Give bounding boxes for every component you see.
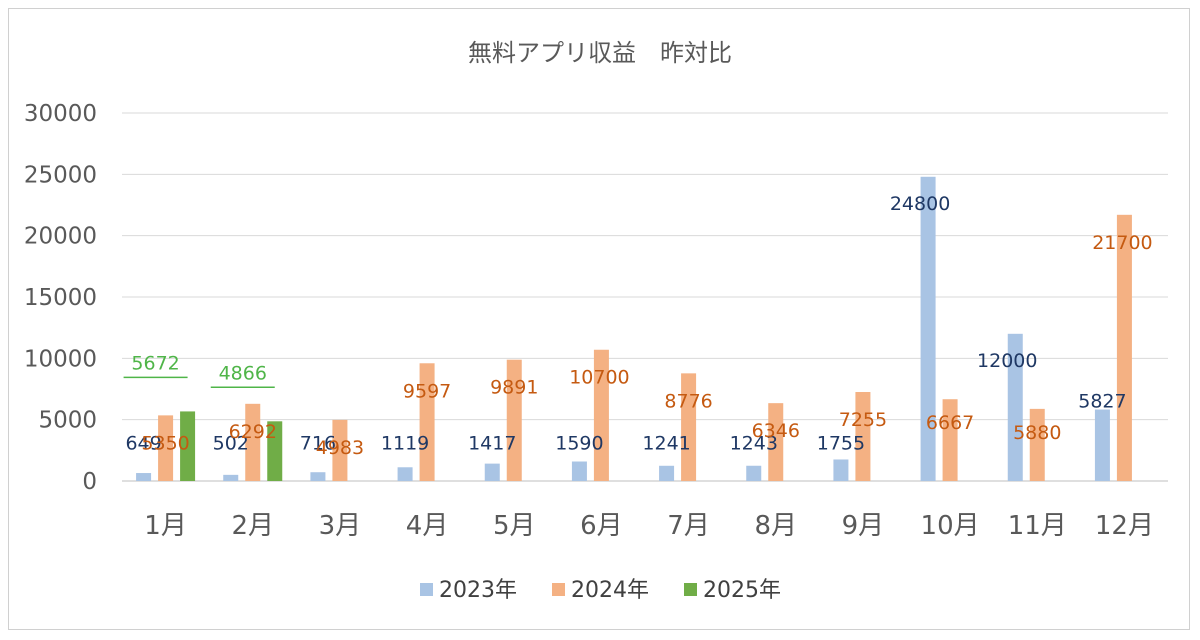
data-label-2025年: 4866 xyxy=(219,362,267,384)
bar-2023年 xyxy=(659,465,675,481)
bar-2024年 xyxy=(768,403,784,481)
x-tick-label: 4月 xyxy=(406,511,449,541)
bar-2024年 xyxy=(1029,408,1045,481)
legend-label: 2024年 xyxy=(571,578,649,603)
x-tick-label: 2月 xyxy=(231,511,274,541)
chart-title: 無料アプリ収益 昨対比 xyxy=(468,39,732,67)
data-label-2024年: 6667 xyxy=(926,412,974,434)
bar-2024年 xyxy=(1116,214,1132,481)
bar-2024年 xyxy=(245,403,261,481)
legend-label: 2023年 xyxy=(439,578,517,603)
bar-2023年 xyxy=(571,461,587,481)
bar-2024年 xyxy=(855,392,871,481)
data-label-2023年: 1590 xyxy=(555,433,603,455)
bar-2025年 xyxy=(267,421,283,481)
x-tick-label: 12月 xyxy=(1095,511,1154,541)
x-tick-label: 8月 xyxy=(754,511,797,541)
bar-2023年 xyxy=(136,473,152,481)
y-tick-label: 15000 xyxy=(24,285,97,311)
x-tick-label: 10月 xyxy=(921,511,980,541)
y-tick-label: 20000 xyxy=(24,224,97,250)
x-tick-label: 11月 xyxy=(1008,511,1067,541)
data-label-2024年: 9597 xyxy=(403,380,451,402)
bar-2024年 xyxy=(681,373,697,481)
data-label-2023年: 1755 xyxy=(817,433,865,455)
y-tick-label: 10000 xyxy=(24,346,97,372)
data-label-2024年: 5880 xyxy=(1013,422,1061,444)
legend-swatch-2024年 xyxy=(552,583,565,596)
x-tick-label: 6月 xyxy=(580,511,623,541)
grid-lines xyxy=(122,112,1168,482)
data-label-2024年: 6292 xyxy=(229,421,277,443)
data-label-2023年: 12000 xyxy=(977,350,1037,372)
legend: 2023年 2024年 2025年 xyxy=(420,578,781,603)
y-tick-label: 25000 xyxy=(24,162,97,188)
data-label-2024年: 21700 xyxy=(1092,232,1152,254)
data-label-2023年: 1417 xyxy=(468,433,516,455)
bar-2023年 xyxy=(920,176,936,481)
data-label-2024年: 8776 xyxy=(664,390,712,412)
x-tick-label: 9月 xyxy=(842,511,885,541)
data-label-2024年: 10700 xyxy=(569,367,629,389)
data-label-2024年: 6346 xyxy=(752,420,800,442)
x-tick-label: 5月 xyxy=(493,511,536,541)
x-tick-label: 7月 xyxy=(667,511,710,541)
data-label-2024年: 7255 xyxy=(839,409,887,431)
data-label-2023年: 1119 xyxy=(381,433,429,455)
bar-2024年 xyxy=(506,359,522,481)
bar-2024年 xyxy=(593,349,609,481)
bar-2023年 xyxy=(310,472,326,481)
data-label-2024年: 5350 xyxy=(141,432,189,454)
y-tick-label: 0 xyxy=(82,469,97,495)
bar-2024年 xyxy=(942,399,958,481)
data-label-2023年: 24800 xyxy=(890,193,950,215)
data-label-2023年: 649 xyxy=(125,433,161,455)
data-label-2024年: 9891 xyxy=(490,377,538,399)
bar-2024年 xyxy=(332,419,348,481)
bar-2025年 xyxy=(180,411,196,481)
bar-2024年 xyxy=(158,415,174,481)
data-label-2024年: 4983 xyxy=(316,437,364,459)
data-label-2025年: 5672 xyxy=(131,352,179,374)
legend-label: 2025年 xyxy=(703,578,781,603)
bar-2023年 xyxy=(746,465,762,481)
bar-2023年 xyxy=(833,459,849,481)
bar-2023年 xyxy=(223,474,239,481)
data-label-2023年: 1243 xyxy=(730,433,778,455)
legend-swatch-2025年 xyxy=(684,583,697,596)
chart-frame xyxy=(8,8,1190,630)
bar-2023年 xyxy=(1007,333,1023,481)
data-label-2023年: 1241 xyxy=(642,433,690,455)
x-tick-label: 3月 xyxy=(319,511,362,541)
data-label-2023年: 716 xyxy=(300,433,336,455)
x-tick-label: 1月 xyxy=(144,511,187,541)
bar-2023年 xyxy=(484,463,500,481)
bar-2024年 xyxy=(419,363,435,481)
data-label-2023年: 5827 xyxy=(1078,391,1126,413)
y-tick-label: 30000 xyxy=(24,101,97,127)
y-tick-label: 5000 xyxy=(38,408,97,434)
legend-swatch-2023年 xyxy=(420,583,433,596)
bar-2023年 xyxy=(397,467,413,481)
data-label-2023年: 502 xyxy=(213,433,249,455)
bar-2023年 xyxy=(1094,409,1110,481)
y-axis: 0 5000 10000 15000 20000 25000 30000 xyxy=(24,101,97,495)
x-axis: 1月 2月 3月 4月 5月 6月 7月 8月 9月 10月 11月 12月 xyxy=(144,511,1154,541)
bars xyxy=(136,176,1132,481)
